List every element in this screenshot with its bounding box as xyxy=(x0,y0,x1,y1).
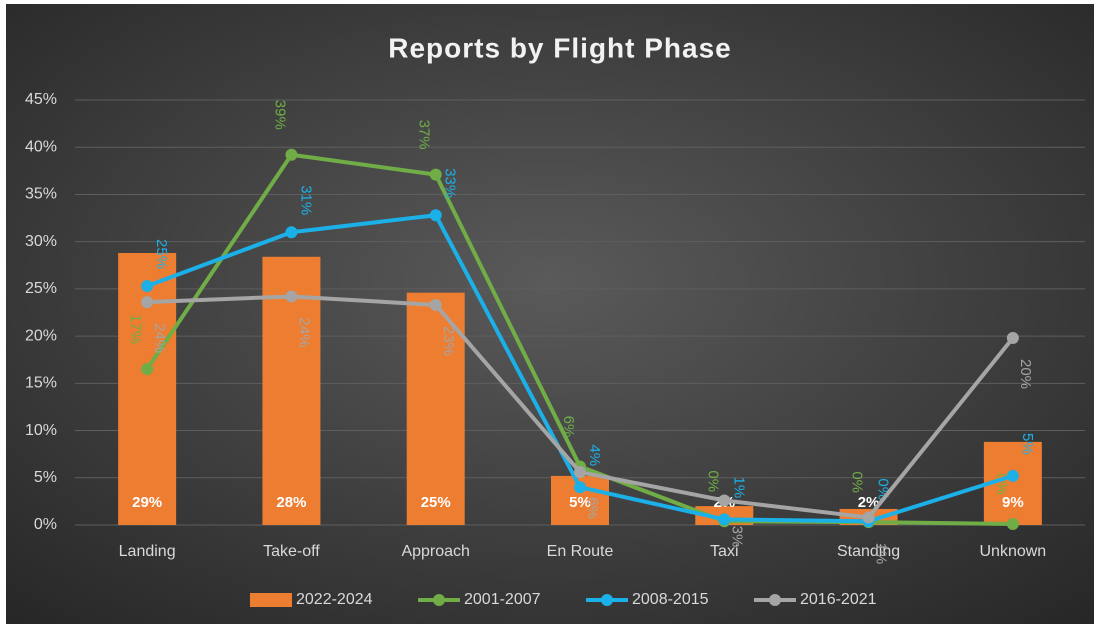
line-value-label: 4% xyxy=(586,444,603,466)
y-tick-label: 20% xyxy=(25,327,57,344)
x-tick-label: Taxi xyxy=(710,543,738,560)
legend-label: 2022-2024 xyxy=(296,591,373,608)
line-marker xyxy=(718,513,731,526)
y-tick-label: 25% xyxy=(25,280,57,297)
chart-background xyxy=(6,4,1094,624)
line-value-label: 37% xyxy=(416,120,433,150)
line-value-label: 1% xyxy=(873,543,890,565)
line-value-label: 1% xyxy=(730,476,747,498)
line-marker xyxy=(718,494,731,507)
line-marker xyxy=(141,280,154,293)
line-marker xyxy=(1006,469,1019,482)
bar-value-label: 25% xyxy=(421,494,451,511)
y-tick-label: 40% xyxy=(25,138,57,155)
y-tick-label: 0% xyxy=(34,516,57,533)
line-value-label: 6% xyxy=(584,497,601,519)
x-tick-label: Approach xyxy=(401,543,470,560)
line-value-label: 6% xyxy=(560,416,577,438)
y-tick-label: 5% xyxy=(34,469,57,486)
y-tick-label: 10% xyxy=(25,422,57,439)
bar-value-label: 28% xyxy=(276,494,306,511)
line-value-label: 31% xyxy=(297,185,314,215)
line-value-label: 23% xyxy=(440,326,457,356)
line-marker xyxy=(429,209,442,222)
bar xyxy=(118,253,177,525)
line-marker xyxy=(429,298,442,311)
y-tick-label: 45% xyxy=(25,91,57,108)
line-marker xyxy=(574,466,586,479)
line-marker xyxy=(285,148,298,161)
line-value-label: 20% xyxy=(1017,359,1034,389)
line-marker xyxy=(1006,332,1019,344)
x-tick-label: En Route xyxy=(547,543,614,560)
line-value-label: 24% xyxy=(295,317,312,347)
legend-swatch-marker xyxy=(769,594,781,606)
bar-value-label: 2% xyxy=(858,494,880,511)
line-value-label: 17% xyxy=(127,314,144,344)
line-marker xyxy=(1006,518,1019,531)
line-marker xyxy=(862,511,875,524)
bar-value-label: 9% xyxy=(1002,494,1024,511)
line-value-label: 39% xyxy=(271,100,288,130)
line-value-label: 3% xyxy=(728,526,745,548)
line-marker xyxy=(285,226,298,239)
chart-title: Reports by Flight Phase xyxy=(388,32,732,63)
x-tick-label: Take-off xyxy=(263,543,320,560)
y-tick-label: 35% xyxy=(25,186,57,203)
line-value-label: 0% xyxy=(704,470,721,492)
x-tick-label: Standing xyxy=(837,543,900,560)
legend-swatch-marker xyxy=(601,594,613,606)
x-tick-label: Unknown xyxy=(980,543,1047,560)
line-marker xyxy=(574,481,586,494)
line-marker xyxy=(141,296,154,309)
line-value-label: 33% xyxy=(442,168,459,198)
bar-value-label: 5% xyxy=(569,494,591,511)
line-marker xyxy=(429,168,442,181)
legend-label: 2008-2015 xyxy=(632,591,709,608)
bar xyxy=(406,292,465,525)
line-marker xyxy=(285,290,298,303)
line-value-label: 0% xyxy=(849,471,866,493)
line-value-label: 5% xyxy=(1019,433,1036,455)
line-value-label: 24% xyxy=(151,323,168,353)
x-tick-label: Landing xyxy=(119,543,176,560)
legend-swatch-marker xyxy=(433,594,445,606)
y-tick-label: 15% xyxy=(25,375,57,392)
legend-swatch xyxy=(250,593,292,607)
bar-value-label: 29% xyxy=(132,494,162,511)
legend-label: 2001-2007 xyxy=(464,591,541,608)
y-tick-label: 30% xyxy=(25,233,57,250)
line-value-label: 25% xyxy=(153,239,170,269)
legend-label: 2016-2021 xyxy=(800,591,877,608)
line-marker xyxy=(141,363,154,376)
